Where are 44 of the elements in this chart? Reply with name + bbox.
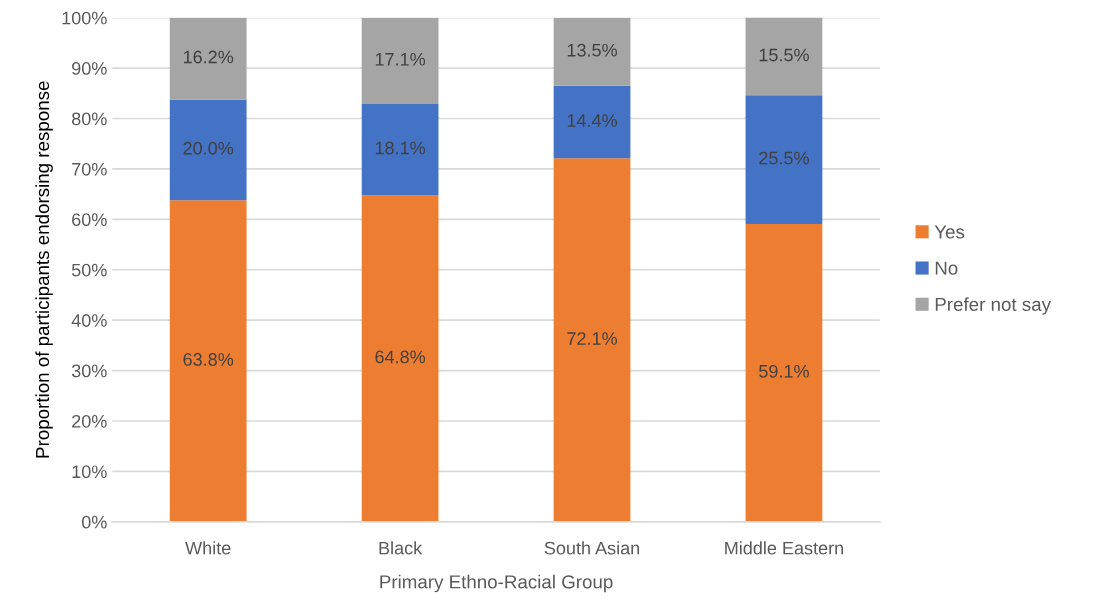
y-tick-label: 10% [72,465,107,479]
y-tick-label: 90% [72,62,107,75]
bar [745,17,823,96]
data-label: 63.8% [183,353,234,366]
y-tick-label: 20% [72,414,107,428]
bar [553,85,631,159]
legend-label: Prefer not say [935,297,1051,315]
bar [745,223,823,522]
x-tick-label: Middle Eastern [725,541,843,555]
bar [553,158,631,522]
y-tick-label: 30% [71,364,107,378]
bar [361,103,439,196]
bar [361,17,439,104]
data-label: 25.5% [759,151,809,165]
bar [169,200,247,522]
legend-label: Yes [934,225,965,239]
data-label: 72.1% [567,332,617,345]
data-label: 16.2% [183,50,234,64]
data-label: 59.1% [759,364,809,378]
y-tick-label: 60% [72,213,107,227]
bar [169,99,247,201]
data-label: 17.1% [375,52,426,66]
bar [169,17,247,100]
y-tick-label: 80% [72,112,107,126]
data-label: 20.0% [183,141,234,155]
bar [553,17,631,86]
y-tick-label: 50% [71,263,107,277]
data-label: 13.5% [567,43,617,57]
y-tick-label: 100% [62,11,107,25]
x-tick-label: White [185,541,231,555]
y-tick-label: 40% [71,314,107,327]
legend-label: No [935,261,958,275]
x-axis-title: Primary Ethno-Racial Group [380,574,613,593]
y-tick-label: 0% [81,515,107,529]
bar [361,195,439,522]
data-label: 64.8% [375,350,426,364]
y-axis-title: Proportion of participants endorsing response [35,81,53,458]
data-label: 18.1% [375,141,426,155]
x-tick-label: South Asian [544,541,640,555]
data-label: 14.4% [567,114,617,127]
y-tick-label: 70% [72,162,107,176]
bar [745,95,823,224]
x-tick-label: Black [379,541,423,555]
data-label: 15.5% [759,48,809,62]
